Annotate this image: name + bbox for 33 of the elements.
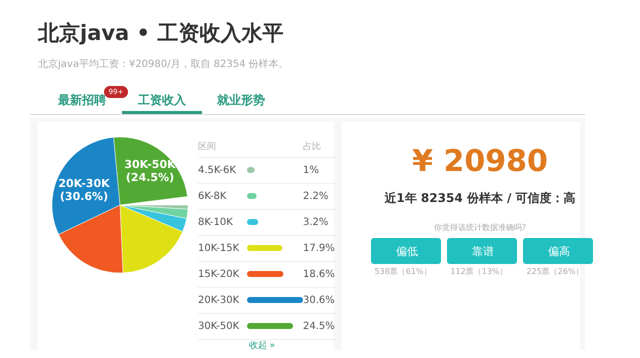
text: 就业形势 xyxy=(216,93,265,107)
text: 最新招聘 xyxy=(57,93,106,107)
text: 偏低 xyxy=(396,245,418,258)
text: 538票（61%） xyxy=(374,267,432,276)
text: 20K-30K (30.6%) xyxy=(58,177,110,203)
legend-label: 30K-50K xyxy=(198,321,240,332)
data-label: 2.2% xyxy=(303,191,328,202)
text: 靠谱 xyxy=(472,245,494,258)
text: 占比 xyxy=(303,141,321,152)
data-label: 18.6% xyxy=(303,269,335,280)
text: 偏高 xyxy=(548,245,570,258)
legend-title: 区间 xyxy=(198,141,216,152)
data-label: 17.9% xyxy=(303,243,335,254)
legend-label: 6K-8K xyxy=(198,191,227,202)
legend-label: 20K-30K xyxy=(198,295,240,306)
chart-subtitle: 北京java平均工资：¥20980/月，取自 82354 份样本。 xyxy=(38,58,289,70)
legend-label: 10K-15K xyxy=(198,243,240,254)
legend-label: 4.5K-6K xyxy=(198,165,236,176)
data-label: 1% xyxy=(303,165,319,176)
data-label: 3.2% xyxy=(303,217,328,228)
text: 225票（26%） xyxy=(526,267,584,276)
data-label: 30.6% xyxy=(303,295,335,306)
text: 你觉得该统计数据准确吗? xyxy=(434,223,526,232)
legend-label: 15K-20K xyxy=(198,269,240,280)
text: ¥ 20980 xyxy=(412,144,548,179)
legend-label: 8K-10K xyxy=(198,217,234,228)
chart-title: 北京java • 工资收入水平 xyxy=(37,21,284,45)
text: 收起 » xyxy=(248,340,276,351)
text: 工资收入 xyxy=(137,93,187,107)
data-label: 24.5% xyxy=(303,321,335,332)
text: 112票（13%） xyxy=(450,267,508,276)
text: 近1年 82354 份样本 / 可信度：高 xyxy=(383,191,576,205)
text: 30K-50K (24.5%) xyxy=(124,158,176,184)
